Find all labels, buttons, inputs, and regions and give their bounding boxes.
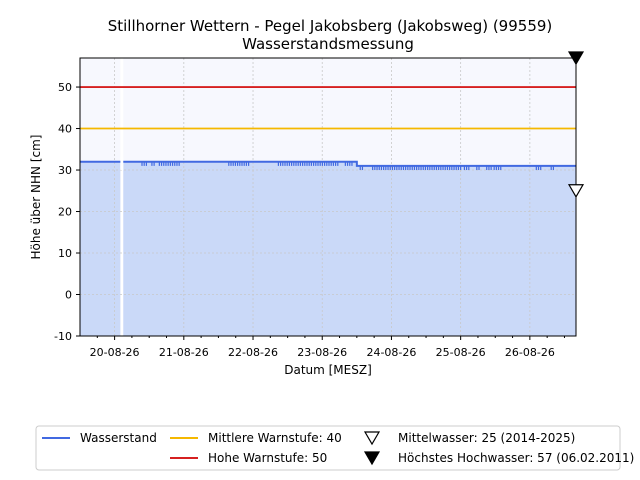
chart-subtitle: Wasserstandsmessung [242,35,414,53]
legend-item-hoechstes-hochwasser-swatch [363,451,381,466]
y-tick-label: 10 [58,247,72,260]
y-tick-label: 0 [65,289,72,302]
x-tick-label: 22-08-26 [228,346,278,359]
legend-item-hohe-warnstufe-label: Hohe Warnstufe: 50 [208,451,327,465]
y-axis-label: Höhe über NHN [cm] [29,135,43,260]
series-area-fill [80,161,576,336]
legend-item-wasserstand-label: Wasserstand [80,431,157,445]
legend-item-hoechstes-hochwasser-label: Höchstes Hochwasser: 57 (06.02.2011) [398,451,634,465]
legend-item-mittlere-warnstufe-label: Mittlere Warnstufe: 40 [208,431,342,445]
x-tick-label: 21-08-26 [159,346,209,359]
legend: Wasserstand Mittlere Warnstufe: 40 Hohe Wa… [35,425,634,471]
x-axis-label: Datum [MESZ] [284,363,372,377]
marker-mittelwasser [567,184,585,198]
legend-item-mittelwasser-label: Mittelwasser: 25 (2014-2025) [398,431,575,445]
y-tick-label: 30 [58,164,72,177]
x-tick-label: 26-08-26 [505,346,555,359]
x-tick-label: 23-08-26 [297,346,347,359]
legend-item-mittelwasser-swatch [363,431,381,446]
y-tick-label: -10 [54,330,72,343]
line-gap [120,157,124,171]
chart-title: Stillhorner Wettern - Pegel Jakobsberg (… [108,17,553,35]
x-tick-label: 25-08-26 [436,346,486,359]
data-gap [120,58,124,336]
plot-area: -10 0 10 20 30 40 50 20-08-26 21-08-26 22-08-26 23… [54,51,585,359]
y-tick-label: 50 [58,81,72,94]
y-tick-label: 40 [58,123,72,136]
x-tick-label: 20-08-26 [90,346,140,359]
marker-hoechstes-hochwasser [567,51,585,66]
y-tick-label: 20 [58,206,72,219]
x-tick-label: 24-08-26 [366,346,416,359]
